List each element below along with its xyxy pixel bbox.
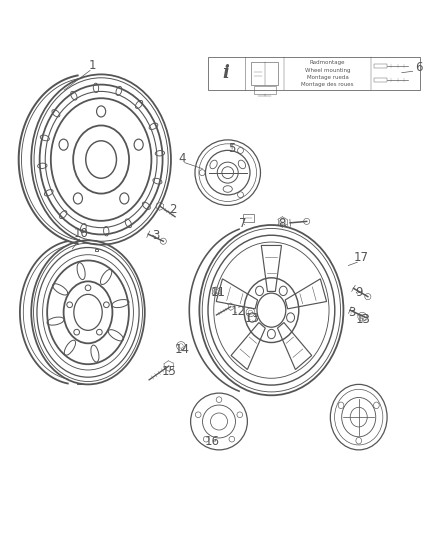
Text: 8: 8	[279, 217, 286, 230]
Text: 11: 11	[211, 286, 226, 299]
Text: 9: 9	[355, 286, 363, 299]
Text: 5: 5	[228, 142, 236, 155]
Text: Montage rueda: Montage rueda	[307, 75, 349, 80]
Text: 17: 17	[353, 251, 368, 264]
Text: 15: 15	[161, 365, 176, 378]
Text: Wheel mounting: Wheel mounting	[305, 68, 350, 72]
Text: 13: 13	[356, 313, 371, 326]
Text: 1: 1	[88, 59, 96, 72]
Text: 16: 16	[205, 434, 220, 448]
Text: 3: 3	[152, 229, 159, 241]
Text: i: i	[223, 64, 230, 82]
Text: 3: 3	[349, 306, 356, 319]
Text: 13: 13	[244, 312, 259, 325]
Text: 14: 14	[174, 343, 189, 356]
Text: 6: 6	[415, 61, 423, 74]
Text: 12: 12	[231, 304, 246, 318]
Text: 7: 7	[239, 217, 247, 230]
Text: 2: 2	[170, 203, 177, 216]
Text: Montage des roues: Montage des roues	[301, 82, 354, 87]
Text: Radmontage: Radmontage	[310, 60, 346, 66]
Text: 10: 10	[74, 227, 89, 240]
Text: 4: 4	[178, 152, 186, 165]
